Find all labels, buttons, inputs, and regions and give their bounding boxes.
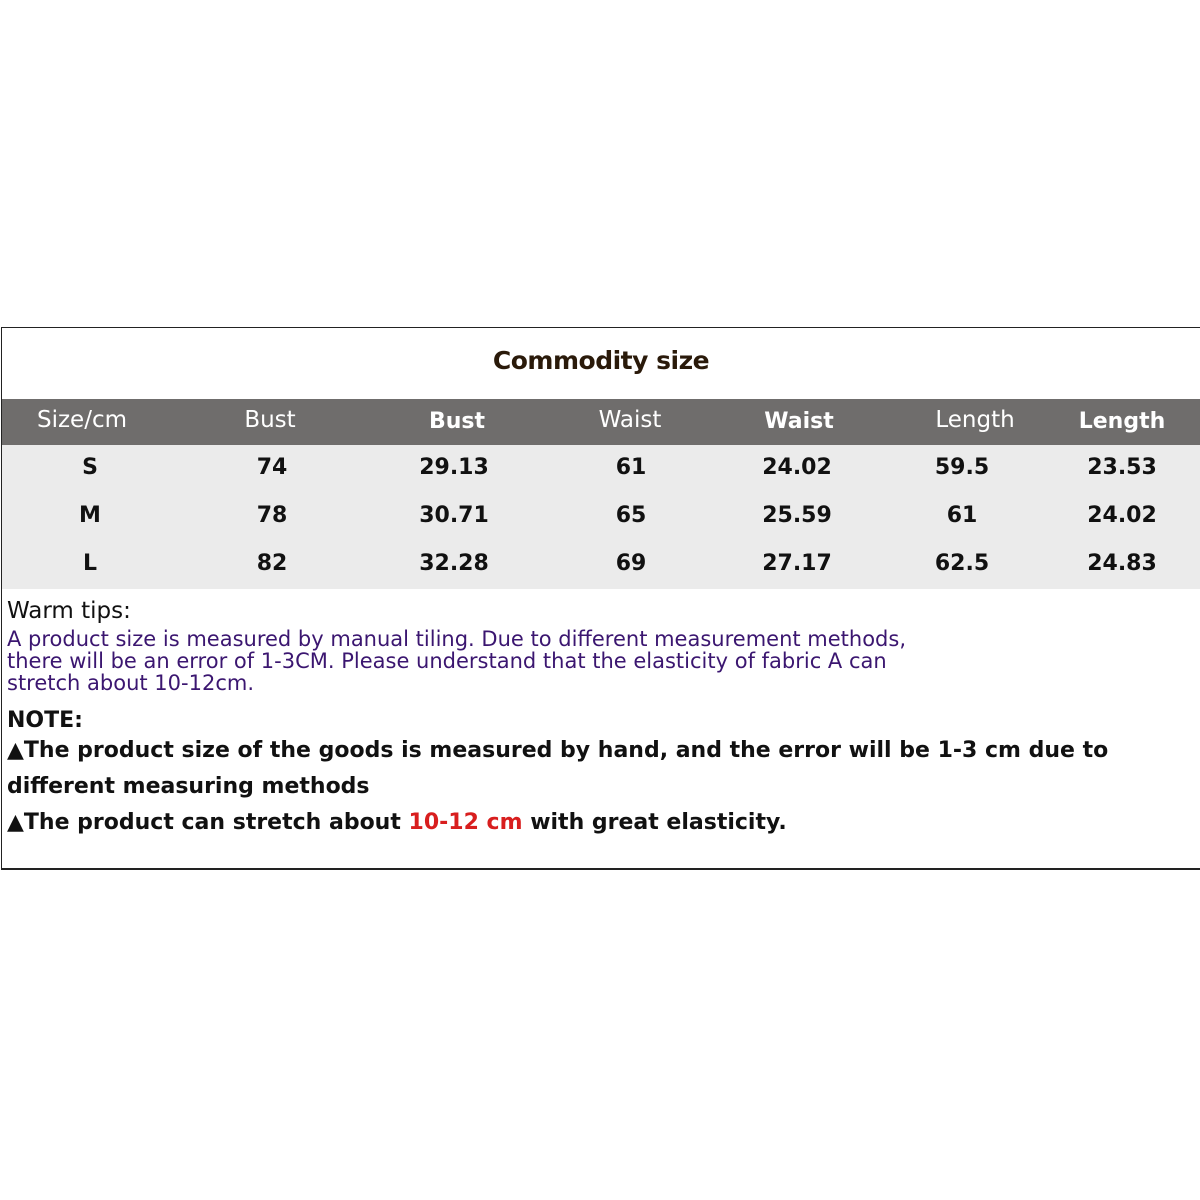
table-header: Size/cm Bust Bust Waist Waist Length Len… [2, 399, 1200, 445]
header-bust-cm: Bust [244, 407, 296, 433]
cell: 74 [256, 455, 288, 480]
note-text: The product size of the goods is measure… [7, 738, 1109, 799]
cell: 24.02 [1087, 503, 1157, 528]
cell: 27.17 [762, 551, 832, 576]
tips-section: Warm tips: A product size is measured by… [7, 598, 1197, 841]
cell: 24.83 [1087, 551, 1157, 576]
cell: L [82, 551, 98, 576]
note-text: The product can stretch about [23, 810, 409, 835]
note-line-2: ▲The product can stretch about 10-12 cm … [7, 805, 1197, 841]
cell: 61 [946, 503, 978, 528]
size-chart: Commodity size Size/cm Bust Bust Waist W… [1, 327, 1200, 870]
cell: M [79, 503, 101, 528]
cell: 69 [615, 551, 647, 576]
header-bust-in: Bust [428, 409, 486, 434]
cell: 65 [615, 503, 647, 528]
note-line-1: ▲The product size of the goods is measur… [7, 733, 1197, 805]
stretch-highlight: 10-12 cm [408, 810, 523, 835]
cell: 59.5 [934, 455, 990, 480]
header-waist-in: Waist [764, 409, 834, 434]
triangle-bullet-icon: ▲ [7, 810, 24, 835]
warm-tips-text: A product size is measured by manual til… [7, 627, 907, 695]
warm-tips-label: Warm tips: [7, 598, 131, 624]
table-body: S 74 29.13 61 24.02 59.5 23.53 M 78 30.7… [2, 445, 1200, 589]
cell: 32.28 [419, 551, 489, 576]
header-size: Size/cm [36, 407, 127, 433]
cell: 25.59 [762, 503, 832, 528]
header-length-in: Length [1078, 409, 1166, 434]
table-row: S 74 29.13 61 24.02 59.5 23.53 [2, 445, 1200, 493]
cell: 82 [256, 551, 288, 576]
cell: S [82, 455, 98, 480]
cell: 24.02 [762, 455, 832, 480]
triangle-bullet-icon: ▲ [7, 738, 24, 763]
note-text: with great elasticity. [522, 810, 787, 835]
cell: 29.13 [419, 455, 489, 480]
note-label: NOTE: [7, 708, 83, 733]
cell: 78 [256, 503, 288, 528]
cell: 30.71 [419, 503, 489, 528]
table-row: M 78 30.71 65 25.59 61 24.02 [2, 493, 1200, 541]
cell: 61 [615, 455, 647, 480]
chart-title: Commodity size [492, 346, 710, 375]
cell: 62.5 [934, 551, 990, 576]
header-waist-cm: Waist [598, 407, 662, 433]
cell: 23.53 [1087, 455, 1157, 480]
table-row: L 82 32.28 69 27.17 62.5 24.83 [2, 541, 1200, 589]
header-length-cm: Length [935, 407, 1015, 433]
